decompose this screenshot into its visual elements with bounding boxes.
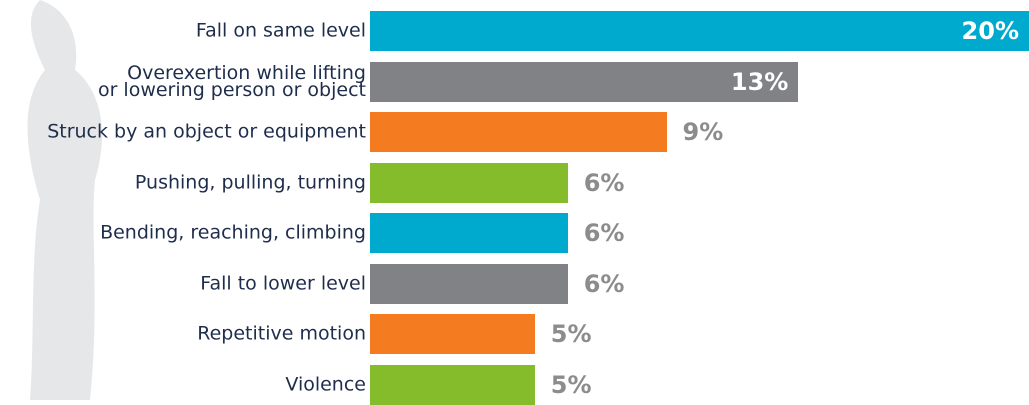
value-label: 20%	[962, 17, 1019, 45]
value-label: 5%	[551, 371, 592, 399]
category-label: Fall on same level	[0, 23, 366, 40]
category-label: Pushing, pulling, turning	[0, 174, 366, 191]
value-label: 6%	[584, 270, 625, 298]
category-label: Violence	[0, 376, 366, 393]
value-label: 13%	[731, 68, 788, 96]
bar	[370, 112, 667, 152]
bar	[370, 163, 568, 203]
value-label: 6%	[584, 219, 625, 247]
bar	[370, 314, 535, 354]
bar	[370, 365, 535, 405]
bar	[370, 11, 1029, 51]
value-label: 9%	[683, 118, 724, 146]
category-label: Repetitive motion	[0, 326, 366, 343]
category-label: Overexertion while lifting or lowering p…	[0, 65, 366, 99]
bar	[370, 213, 568, 253]
category-label: Struck by an object or equipment	[0, 124, 366, 141]
page: Fall on same level 20% Overexertion while …	[0, 0, 1029, 400]
category-label: Fall to lower level	[0, 275, 366, 292]
bar	[370, 264, 568, 304]
value-label: 5%	[551, 320, 592, 348]
value-label: 6%	[584, 169, 625, 197]
category-label: Bending, reaching, climbing	[0, 225, 366, 242]
